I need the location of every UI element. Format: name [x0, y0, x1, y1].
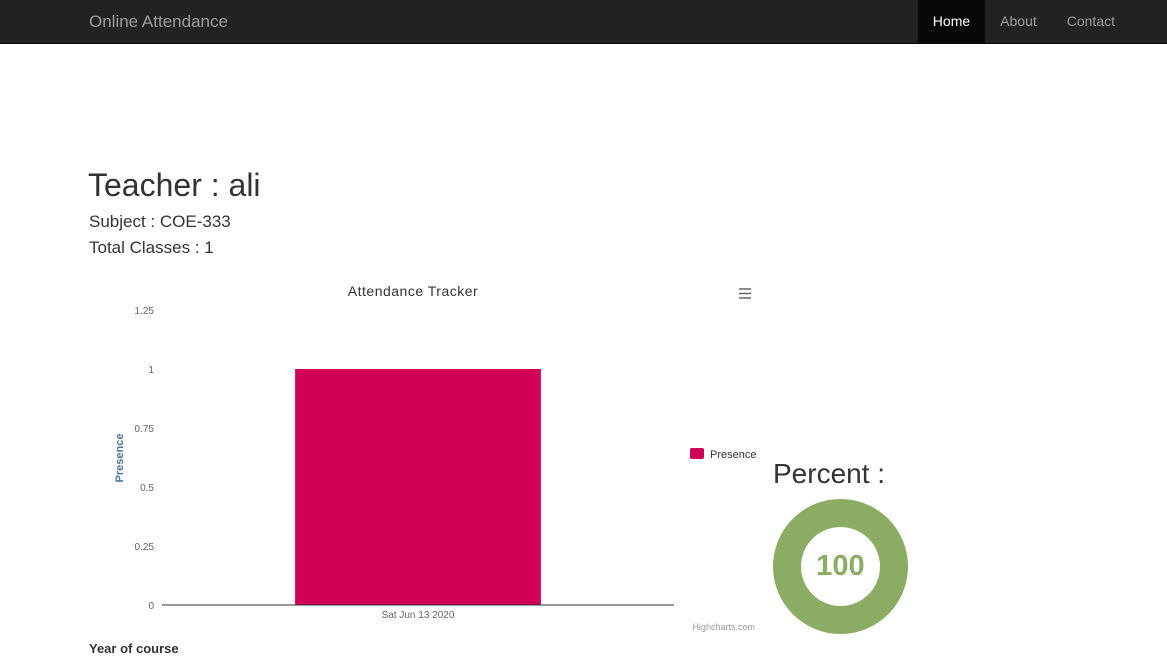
x-tick-label: Sat Jun 13 2020: [382, 610, 455, 621]
total-classes-text: Total Classes : 1: [89, 238, 214, 257]
brand-link[interactable]: Online Attendance: [89, 12, 228, 31]
chart-credits[interactable]: Highcharts.com: [692, 622, 755, 632]
attendance-chart: Attendance Tracker Presence 0 0.25 0.5 0.75…: [88, 276, 760, 636]
nav-menu: Home About Contact: [917, 0, 1130, 43]
chart-svg: Attendance Tracker Presence 0 0.25 0.5 0.75…: [114, 283, 757, 632]
x-axis-ticks: Sat Jun 13 2020: [382, 610, 455, 621]
y-tick-label: 0.5: [140, 483, 154, 494]
teacher-heading: Teacher : ali: [88, 167, 261, 203]
nav-about[interactable]: About: [1000, 13, 1037, 29]
legend[interactable]: Presence: [690, 448, 756, 461]
nav-home[interactable]: Home: [917, 0, 986, 43]
percent-label: Percent :: [773, 458, 886, 489]
legend-swatch: [690, 448, 704, 459]
navbar: Online Attendance Home About Contact: [0, 0, 1167, 44]
y-tick-label: 1: [148, 365, 154, 376]
y-axis-title: Presence: [114, 434, 126, 483]
donut-center: 100: [801, 527, 880, 606]
legend-label: Presence: [710, 449, 756, 461]
y-axis-ticks: 0 0.25 0.5 0.75 1 1.25: [135, 306, 155, 612]
bar-series: [295, 369, 541, 605]
nav-contact[interactable]: Contact: [1066, 13, 1115, 29]
y-tick-label: 1.25: [135, 306, 155, 317]
percent-donut: 100: [773, 499, 908, 634]
y-tick-label: 0: [148, 601, 154, 612]
hamburger-menu-icon[interactable]: [737, 286, 757, 302]
bar[interactable]: [295, 369, 541, 605]
y-tick-label: 0.25: [135, 542, 155, 553]
y-tick-label: 0.75: [135, 424, 155, 435]
chart-title: Attendance Tracker: [348, 283, 478, 299]
percent-value: 100: [816, 550, 865, 582]
subject-text: Subject : COE-333: [89, 212, 231, 231]
